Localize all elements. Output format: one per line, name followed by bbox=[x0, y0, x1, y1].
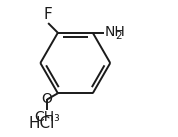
Text: NH: NH bbox=[105, 25, 125, 39]
Text: CH₃: CH₃ bbox=[34, 110, 60, 124]
Text: F: F bbox=[43, 7, 52, 22]
Text: HCl: HCl bbox=[29, 116, 55, 132]
Text: 2: 2 bbox=[115, 31, 122, 41]
Text: O: O bbox=[42, 92, 53, 106]
